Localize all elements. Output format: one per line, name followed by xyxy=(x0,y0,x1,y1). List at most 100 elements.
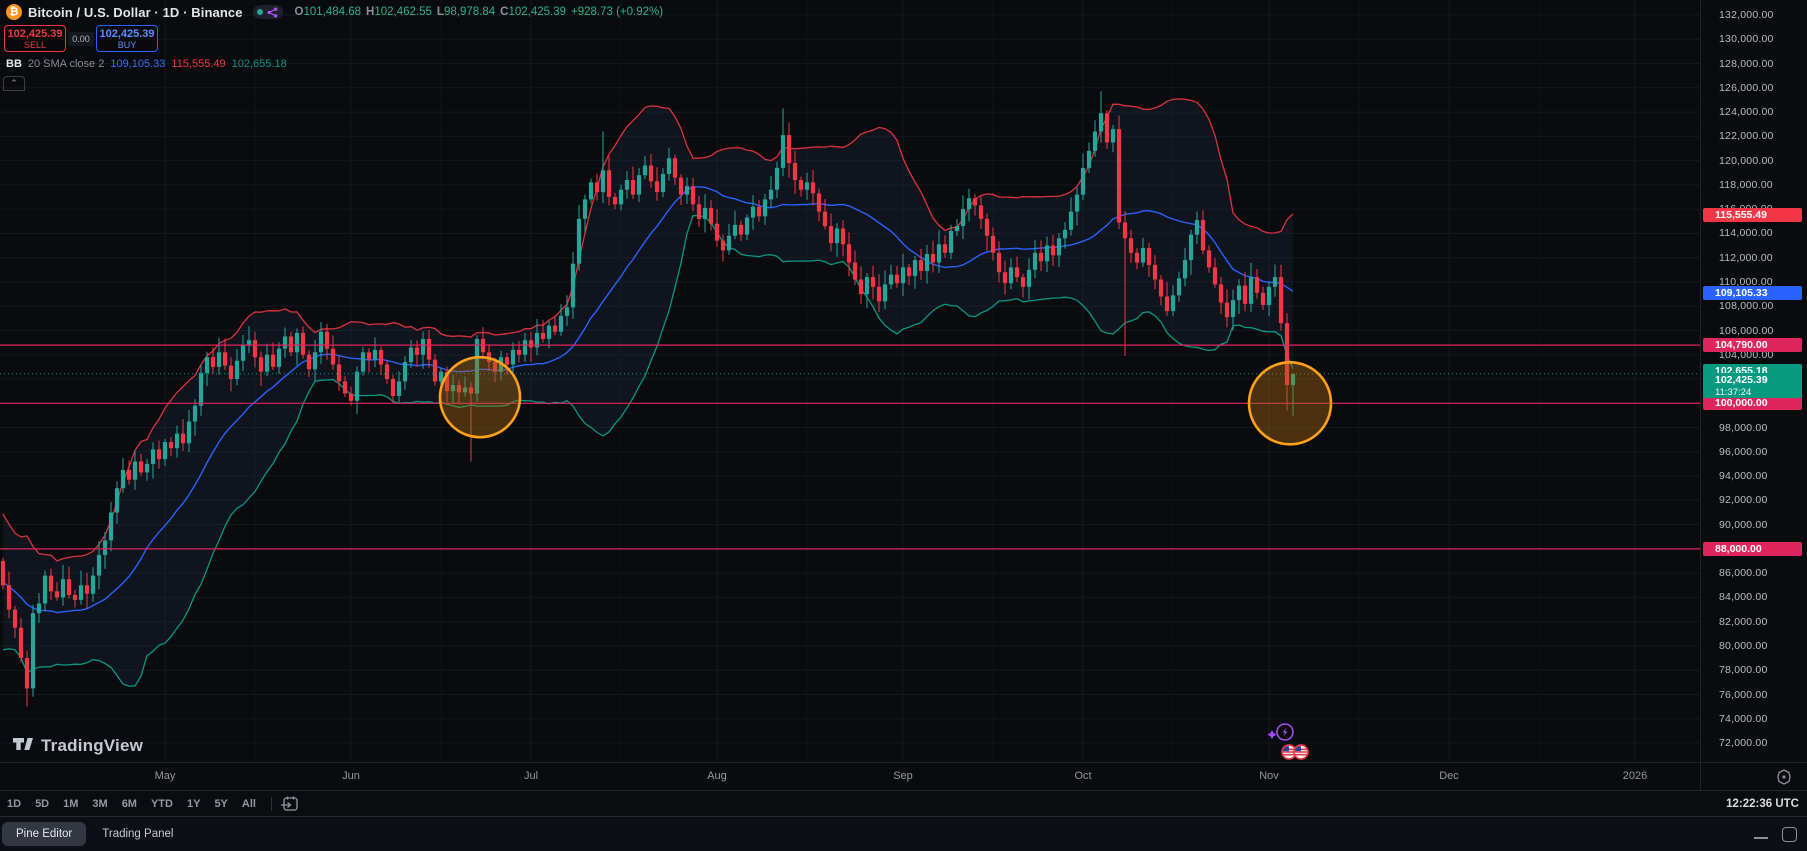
candle[interactable] xyxy=(924,254,930,271)
candle[interactable] xyxy=(54,591,60,598)
candle[interactable] xyxy=(1236,285,1242,301)
candle[interactable] xyxy=(1038,252,1044,262)
candle[interactable] xyxy=(1284,323,1290,386)
candle[interactable] xyxy=(996,252,1002,273)
candle[interactable] xyxy=(528,340,534,348)
candle[interactable] xyxy=(1170,295,1176,312)
candle[interactable] xyxy=(1290,373,1296,386)
candle[interactable] xyxy=(144,463,150,473)
candle[interactable] xyxy=(432,359,438,382)
candle[interactable] xyxy=(858,279,864,295)
candle[interactable] xyxy=(768,189,774,200)
candle[interactable] xyxy=(888,274,894,285)
candle[interactable] xyxy=(318,331,324,353)
candle[interactable] xyxy=(702,207,708,219)
candle[interactable] xyxy=(672,158,678,178)
candle[interactable] xyxy=(822,211,828,227)
candle[interactable] xyxy=(24,658,30,689)
candle[interactable] xyxy=(642,165,648,176)
candle[interactable] xyxy=(618,189,624,205)
candle[interactable] xyxy=(1158,279,1164,297)
candle[interactable] xyxy=(156,449,162,460)
candle[interactable] xyxy=(264,354,270,372)
candle[interactable] xyxy=(1080,167,1086,195)
candle[interactable] xyxy=(102,540,108,555)
candle[interactable] xyxy=(414,347,420,355)
candle[interactable] xyxy=(1110,129,1116,143)
range-button-all[interactable]: All xyxy=(241,797,256,810)
range-button-5y[interactable]: 5Y xyxy=(214,797,228,810)
candle[interactable] xyxy=(744,217,750,235)
candle[interactable] xyxy=(930,254,936,263)
candle[interactable] xyxy=(30,613,36,689)
candle[interactable] xyxy=(1140,248,1146,263)
candle[interactable] xyxy=(456,385,462,393)
candle[interactable] xyxy=(1074,194,1080,212)
candle[interactable] xyxy=(912,260,918,276)
candle[interactable] xyxy=(1134,252,1140,263)
annotation-circle[interactable] xyxy=(438,355,522,439)
candle[interactable] xyxy=(372,349,378,360)
candle[interactable] xyxy=(204,357,210,373)
candle[interactable] xyxy=(918,260,924,271)
candle[interactable] xyxy=(270,354,276,367)
candle[interactable] xyxy=(1002,272,1008,284)
candle[interactable] xyxy=(18,627,24,658)
candle[interactable] xyxy=(828,226,834,244)
bb-lower-band-line[interactable] xyxy=(2,214,1294,687)
candle[interactable] xyxy=(162,442,168,460)
candle[interactable] xyxy=(1230,300,1236,318)
candle[interactable] xyxy=(252,340,258,358)
economic-event-us-flags-icon[interactable] xyxy=(1280,743,1312,761)
candle[interactable] xyxy=(1272,277,1278,287)
range-button-3m[interactable]: 3M xyxy=(92,797,108,810)
candle[interactable] xyxy=(588,182,594,200)
candle[interactable] xyxy=(564,307,570,316)
candle[interactable] xyxy=(444,371,450,392)
candle[interactable] xyxy=(1020,277,1026,287)
candle[interactable] xyxy=(1116,129,1122,223)
candle[interactable] xyxy=(408,347,414,363)
candle[interactable] xyxy=(306,354,312,370)
candle[interactable] xyxy=(198,372,204,406)
candle[interactable] xyxy=(228,365,234,379)
candle[interactable] xyxy=(390,379,396,396)
candle[interactable] xyxy=(1026,269,1032,287)
candle[interactable] xyxy=(1206,250,1212,268)
candle[interactable] xyxy=(48,575,54,592)
buy-button[interactable]: 102,425.39 BUY xyxy=(96,25,158,52)
candle[interactable] xyxy=(6,585,12,610)
candle[interactable] xyxy=(276,348,282,367)
candle[interactable] xyxy=(354,371,360,401)
candle[interactable] xyxy=(738,224,744,235)
candle[interactable] xyxy=(1254,277,1260,293)
symbol-title[interactable]: Bitcoin / U.S. Dollar · 1D · Binance xyxy=(28,4,243,20)
candle[interactable] xyxy=(966,198,972,210)
candle[interactable] xyxy=(492,362,498,372)
range-button-1d[interactable]: 1D xyxy=(7,797,22,810)
candle[interactable] xyxy=(726,235,732,251)
candle[interactable] xyxy=(240,345,246,361)
candle[interactable] xyxy=(792,163,798,180)
range-button-5d[interactable]: 5D xyxy=(35,797,50,810)
candle[interactable] xyxy=(1032,252,1038,270)
candle[interactable] xyxy=(1056,238,1062,256)
candle[interactable] xyxy=(714,223,720,241)
annotation-circle[interactable] xyxy=(1247,360,1333,446)
candle[interactable] xyxy=(666,158,672,174)
candle[interactable] xyxy=(696,204,702,219)
candle[interactable] xyxy=(1242,285,1248,304)
candle[interactable] xyxy=(222,352,228,366)
candle[interactable] xyxy=(468,387,474,394)
candle[interactable] xyxy=(648,165,654,182)
candle[interactable] xyxy=(324,331,330,349)
candle[interactable] xyxy=(474,339,480,394)
candle[interactable] xyxy=(402,362,408,382)
candle[interactable] xyxy=(984,218,990,236)
candle[interactable] xyxy=(60,579,66,598)
candle[interactable] xyxy=(624,180,630,190)
candle[interactable] xyxy=(906,267,912,276)
utc-clock[interactable]: 12:22:36 UTC xyxy=(1726,797,1799,810)
candle[interactable] xyxy=(168,442,174,449)
candle[interactable] xyxy=(1188,234,1194,261)
